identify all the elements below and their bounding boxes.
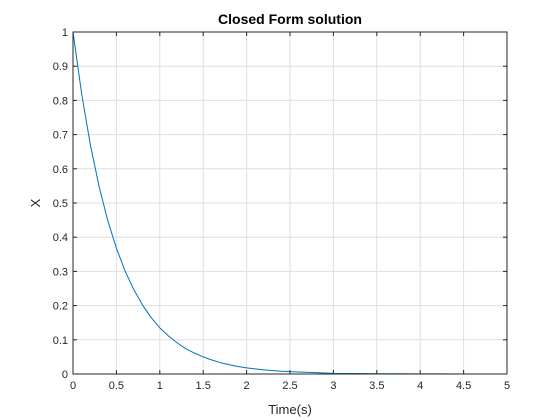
y-tick-label: 0.2: [53, 301, 68, 313]
y-tick-label: 1: [62, 27, 68, 39]
x-tick-label: 3: [330, 380, 336, 392]
x-tick-labels: 0 0.5 1 1.5 2 2.5 3 3.5 4 4.5 5: [70, 380, 510, 392]
x-tick-label: 2: [244, 380, 250, 392]
y-tick-label: 0.4: [53, 232, 68, 244]
y-axis-label: X: [28, 198, 43, 207]
y-tick-label: 0.5: [53, 198, 68, 210]
y-tick-label: 0.7: [53, 130, 68, 142]
y-tick-labels: 0 0.1 0.2 0.3 0.4 0.5 0.6 0.7 0.8 0.9 1: [53, 27, 68, 381]
y-tick-label: 0.3: [53, 266, 68, 278]
y-tick-label: 0.1: [53, 335, 68, 347]
chart-title: Closed Form solution: [218, 11, 362, 27]
x-tick-label: 0: [70, 380, 76, 392]
y-tick-label: 0.8: [53, 95, 68, 107]
x-axis-label: Time(s): [268, 402, 312, 417]
x-tick-label: 4: [417, 380, 423, 392]
ticks: [72, 31, 508, 375]
y-tick-label: 0: [62, 369, 68, 381]
x-tick-label: 4.5: [456, 380, 471, 392]
x-tick-label: 5: [504, 380, 510, 392]
grid: [73, 32, 507, 374]
y-tick-label: 0.6: [53, 164, 68, 176]
x-tick-label: 0.5: [109, 380, 124, 392]
x-tick-label: 3.5: [369, 380, 384, 392]
x-tick-label: 2.5: [282, 380, 297, 392]
y-tick-label: 0.9: [53, 61, 68, 73]
x-tick-label: 1.5: [196, 380, 211, 392]
x-tick-label: 1: [157, 380, 163, 392]
